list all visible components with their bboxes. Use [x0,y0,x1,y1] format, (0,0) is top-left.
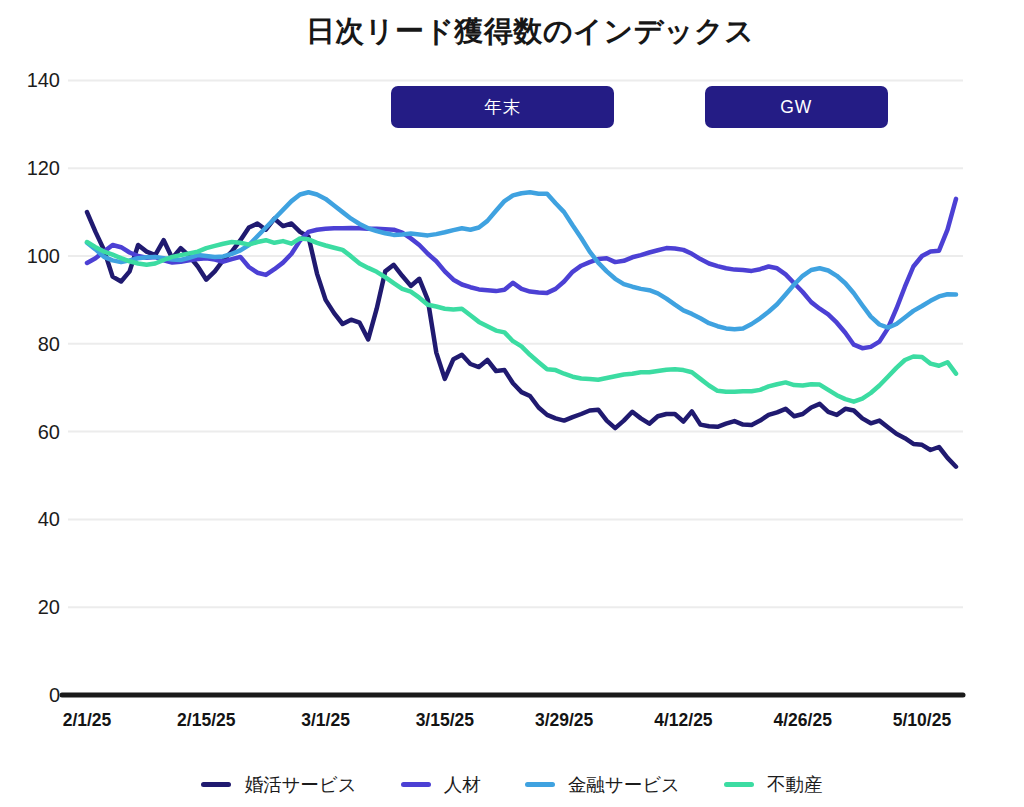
x-tick-label: 4/12/25 [654,710,713,730]
legend-item-konkatsu: 婚活サービス [201,772,356,797]
legend-swatch-konkatsu [201,782,231,787]
legend-label-konkatsu: 婚活サービス [244,772,356,797]
legend-label-kinyu: 金融サービス [568,772,680,797]
x-tick-label: 2/15/25 [177,710,236,730]
series-line-3 [87,238,956,401]
legend-item-kinyu: 金融サービス [525,772,680,797]
y-tick-label: 80 [38,333,60,355]
x-tick-label: 2/1/25 [63,710,112,730]
y-tick-label: 60 [38,421,60,443]
legend-label-fudosan: 不動産 [767,772,823,797]
legend-item-fudosan: 不動産 [724,772,823,797]
y-tick-label: 120 [27,157,60,179]
x-tick-label: 3/15/25 [416,710,475,730]
y-tick-label: 140 [27,69,60,91]
series-line-1 [87,199,956,348]
legend-swatch-jinzai [401,782,431,787]
series-line-0 [87,212,956,467]
x-tick-label: 4/26/25 [773,710,832,730]
chart-legend: 婚活サービス 人材 金融サービス 不動産 [0,772,1024,797]
legend-swatch-kinyu [525,782,555,787]
y-tick-label: 40 [38,508,60,530]
legend-item-jinzai: 人材 [401,772,481,797]
line-chart-plot: 0 20 40 60 80 100 120 140 2/1/25 2/15/25 3/1/25 3/1… [0,0,1024,807]
x-tick-label: 3/29/25 [535,710,594,730]
legend-swatch-fudosan [724,782,754,787]
x-tick-label: 3/1/25 [301,710,350,730]
x-tick-label: 5/10/25 [893,710,952,730]
y-tick-label: 100 [27,245,60,267]
y-tick-label: 20 [38,596,60,618]
y-tick-label: 0 [49,684,60,706]
legend-label-jinzai: 人材 [444,772,481,797]
chart-page: 日次リード獲得数のインデックス 年末 GW 020406080100120140… [0,0,1024,807]
